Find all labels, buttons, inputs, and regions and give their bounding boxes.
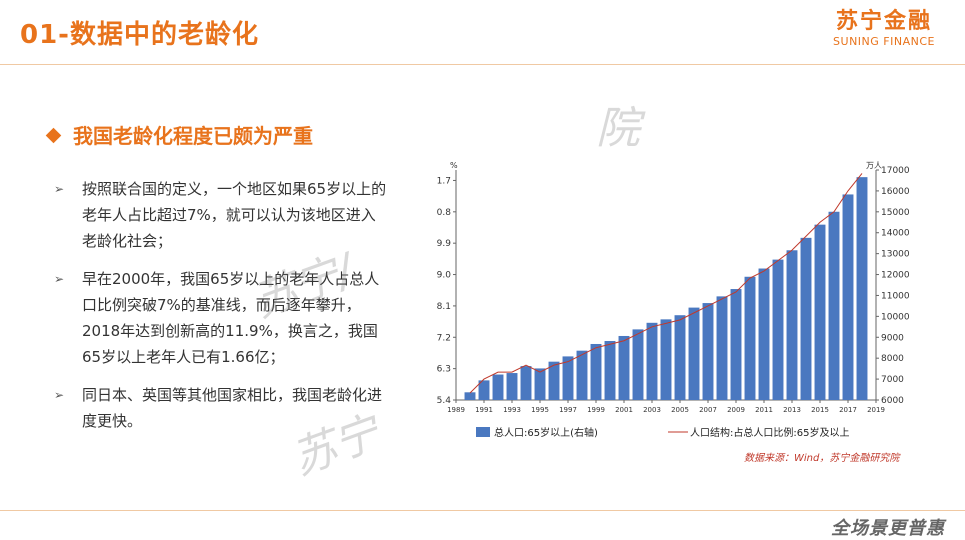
section-heading: 我国老龄化程度已颇为严重	[45, 120, 313, 149]
left-unit-label: %	[450, 161, 458, 170]
page-title: 01-数据中的老龄化	[20, 20, 259, 50]
legend-bar-label: 总人口:65岁以上(右轴)	[494, 426, 598, 439]
bar	[800, 237, 812, 400]
left-tick-label: 11.7	[436, 176, 451, 186]
logo-en: SUNING FINANCE	[833, 35, 935, 48]
bullet-text: 按照联合国的定义，一个地区如果65岁以上的老年人占比超过7%，就可以认为该地区进…	[82, 180, 387, 250]
left-tick-label: 5.4	[437, 396, 452, 406]
slogan: 全场景更普惠	[831, 518, 945, 539]
right-tick-label: 14000	[881, 229, 910, 239]
left-tick-label: 7.2	[437, 333, 451, 343]
right-tick-label: 15000	[881, 208, 910, 218]
bar	[548, 361, 560, 400]
bullet-item: ➢ 早在2000年，我国65岁以上的老年人占总人口比例突破7%的基准线，而后逐年…	[54, 266, 389, 370]
bullet-text: 同日本、英国等其他国家相比，我国老龄化进度更快。	[82, 386, 383, 430]
x-tick-label: 2015	[811, 406, 829, 414]
bar	[618, 335, 630, 400]
bar	[744, 276, 756, 400]
arrow-bullet-icon: ➢	[54, 182, 65, 196]
x-tick-label: 2007	[699, 406, 717, 414]
watermark: 院	[596, 103, 640, 154]
header-divider	[0, 64, 965, 65]
bar	[660, 319, 672, 400]
x-tick-label: 1997	[559, 406, 577, 414]
bar	[688, 307, 700, 400]
bar	[506, 373, 518, 400]
x-tick-label: 1993	[503, 406, 521, 414]
bar	[814, 224, 826, 400]
legend-line-label: 人口结构:占总人口比例:65岁及以上	[690, 426, 849, 439]
bar	[856, 177, 868, 400]
arrow-bullet-icon: ➢	[54, 272, 65, 286]
bar	[702, 303, 714, 400]
bullet-list: ➢ 按照联合国的定义，一个地区如果65岁以上的老年人占比超过7%，就可以认为该地…	[54, 176, 389, 446]
bar	[828, 211, 840, 400]
bar	[576, 350, 588, 400]
x-tick-label: 1989	[447, 406, 465, 414]
left-tick-label: 8.1	[437, 302, 451, 312]
x-tick-label: 2011	[755, 406, 773, 414]
right-tick-label: 6000	[881, 396, 904, 406]
right-unit-label: 万人	[866, 161, 882, 170]
left-tick-label: 6.3	[437, 365, 451, 375]
right-tick-label: 17000	[881, 166, 910, 176]
x-tick-label: 1999	[587, 406, 605, 414]
bar	[674, 315, 686, 400]
bar	[604, 341, 616, 400]
section-heading-text: 我国老龄化程度已颇为严重	[73, 124, 313, 148]
legend-bar-swatch	[476, 427, 490, 437]
x-tick-label: 2013	[783, 406, 801, 414]
bar	[646, 322, 658, 400]
right-tick-label: 9000	[881, 333, 904, 343]
right-tick-label: 7000	[881, 375, 904, 385]
bar	[716, 296, 728, 400]
bullet-item: ➢ 按照联合国的定义，一个地区如果65岁以上的老年人占比超过7%，就可以认为该地…	[54, 176, 389, 254]
right-tick-label: 11000	[881, 291, 910, 301]
bullet-item: ➢ 同日本、英国等其他国家相比，我国老龄化进度更快。	[54, 382, 389, 434]
bar	[478, 380, 490, 400]
bar	[730, 289, 742, 400]
bar	[492, 374, 504, 400]
x-tick-label: 1995	[531, 406, 549, 414]
bar	[632, 329, 644, 400]
aging-population-chart: % 万人 5.4 6.3 7.2 8.1 9.0 9.9 10.8 11.7 6000 7000 800…	[436, 161, 910, 439]
right-tick-label: 8000	[881, 354, 904, 364]
bar	[842, 194, 854, 400]
series-line	[469, 173, 863, 394]
right-tick-label: 13000	[881, 250, 910, 260]
x-tick-label: 2017	[839, 406, 857, 414]
x-tick-label: 2003	[643, 406, 661, 414]
data-source: 数据来源：Wind，苏宁金融研究院	[744, 453, 900, 464]
logo-cn: 苏宁金融	[836, 9, 933, 34]
x-tick-label: 2001	[615, 406, 633, 414]
left-tick-label: 10.8	[436, 208, 451, 218]
x-tick-label: 2009	[727, 406, 745, 414]
bullet-text: 早在2000年，我国65岁以上的老年人占总人口比例突破7%的基准线，而后逐年攀升…	[82, 270, 380, 366]
footer-divider	[0, 510, 965, 511]
arrow-bullet-icon: ➢	[54, 388, 65, 402]
bar	[562, 356, 574, 400]
right-tick-label: 12000	[881, 271, 910, 281]
bar	[772, 259, 784, 400]
bar	[534, 368, 546, 400]
diamond-icon	[45, 127, 62, 144]
bar	[786, 250, 798, 400]
bar	[464, 392, 476, 400]
bar	[590, 343, 602, 400]
bar	[520, 366, 532, 400]
left-tick-label: 9.9	[437, 239, 452, 249]
bar	[758, 268, 770, 400]
right-tick-label: 10000	[881, 312, 910, 322]
x-tick-label: 2019	[867, 406, 885, 414]
right-tick-label: 16000	[881, 187, 910, 197]
x-tick-label: 2005	[671, 406, 689, 414]
x-tick-label: 1991	[475, 406, 493, 414]
suning-finance-logo: 苏宁金融 SUNING FINANCE	[833, 8, 935, 48]
left-tick-label: 9.0	[437, 271, 452, 281]
